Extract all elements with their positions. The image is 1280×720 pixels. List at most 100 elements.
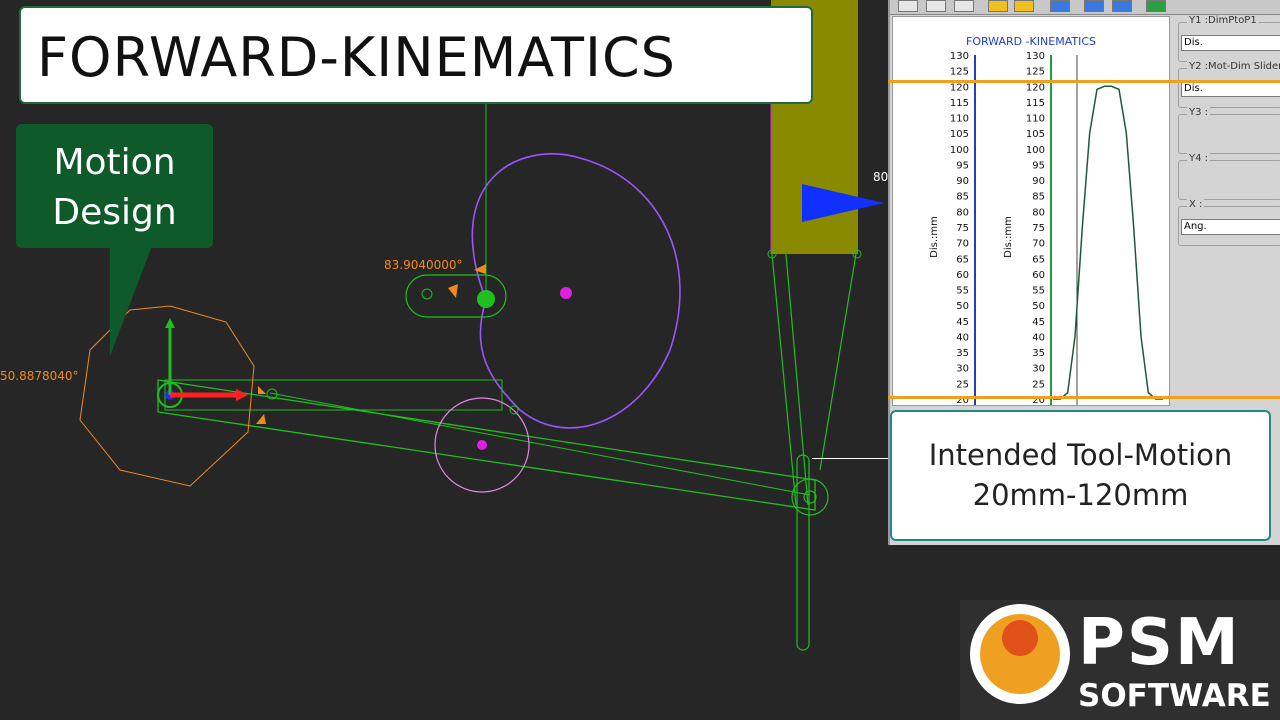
y-arrowhead-icon: [165, 318, 175, 328]
cam-center-icon: [560, 287, 572, 299]
slider-rod: [771, 253, 797, 506]
y-tick-label: 75: [956, 223, 969, 234]
graph-toolbar: [890, 0, 1280, 15]
y-tick-label: 110: [950, 114, 969, 125]
callout-line-2: Design: [52, 192, 177, 233]
follower-slot[interactable]: [405, 274, 507, 318]
y-tick-label: 100: [1026, 145, 1045, 156]
pivot-joint[interactable]: [791, 478, 829, 516]
field-y1: Y1 :DimPtoP1 Dis.: [1178, 15, 1280, 62]
y-tick-label: 20: [1032, 395, 1045, 405]
y-axis-label: Dis.:mm: [929, 216, 940, 258]
pivot-joint-inner: [803, 490, 817, 504]
callout-tail: [110, 246, 152, 356]
y-tick-label: 60: [956, 270, 969, 281]
y-tick-label: 120: [1026, 82, 1045, 93]
joint[interactable]: [767, 249, 777, 259]
y-tick-label: 100: [950, 145, 969, 156]
follower-roller[interactable]: [477, 290, 495, 308]
title-banner: FORWARD-KINEMATICS: [19, 6, 813, 104]
y-tick-label: 65: [956, 254, 969, 265]
joint[interactable]: [509, 405, 519, 415]
field-y2: Y2 :Mot-Dim Slider2 Dis.: [1178, 61, 1280, 108]
y-tick-label: 25: [956, 379, 969, 390]
upper-limit-line: [888, 80, 1280, 83]
y-tick-label: 130: [950, 51, 969, 62]
kinematics-chart[interactable]: FORWARD -KINEMATICS 130 130 125 125 120 120 115…: [892, 16, 1170, 406]
logo-sub: SOFTWARE: [1078, 678, 1271, 714]
angle-marker-icon: [448, 284, 458, 298]
y-tick-label: 115: [950, 98, 969, 109]
y-tick-label: 125: [950, 67, 969, 78]
intended-motion-callout: Intended Tool-Motion 20mm-120mm: [890, 410, 1271, 541]
psm-logo-icon: [970, 604, 1070, 704]
field-legend: Y4 :: [1187, 153, 1211, 164]
joint[interactable]: [266, 388, 278, 400]
y-tick-label: 95: [956, 160, 969, 171]
y-tick-label: 50: [1032, 301, 1045, 312]
angle-marker-icon: [256, 414, 266, 424]
arrow-left-icon[interactable]: [1084, 0, 1104, 12]
roller-center-icon: [477, 440, 487, 450]
series-line: [1053, 85, 1163, 400]
field-y4: Y4 :: [1178, 153, 1280, 200]
series-icon[interactable]: [954, 0, 974, 12]
logo-name: PSM: [1078, 606, 1241, 680]
y-tick-label: 85: [1032, 192, 1045, 203]
motion-design-callout: Motion Design: [16, 124, 213, 248]
chart-svg: FORWARD -KINEMATICS 130 130 125 125 120 120 115…: [929, 35, 1163, 405]
field-y3: Y3 :: [1178, 107, 1280, 154]
y-tick-label: 75: [1032, 223, 1045, 234]
x-arrowhead-icon: [236, 389, 248, 401]
intended-line-2: 20mm-120mm: [972, 478, 1189, 512]
y-tick-label: 65: [1032, 254, 1045, 265]
print-icon[interactable]: [926, 0, 946, 12]
y-tick-label: 95: [1032, 160, 1045, 171]
exit-icon[interactable]: [1146, 0, 1166, 12]
y-tick-label: 40: [956, 332, 969, 343]
slider-rod: [785, 253, 809, 506]
field-x: X : Ang.: [1178, 199, 1280, 246]
roller-circle[interactable]: [434, 397, 530, 493]
long-link[interactable]: [157, 379, 816, 511]
tool-pointer-icon: [802, 184, 884, 222]
field-legend: Y1 :DimPtoP1: [1187, 15, 1259, 26]
y-tick-label: 20: [956, 395, 969, 405]
field-x-input[interactable]: Ang.: [1181, 219, 1280, 235]
link-centerline: [269, 392, 811, 496]
y-tick-label: 60: [1032, 270, 1045, 281]
y-tick-label: 40: [1032, 332, 1045, 343]
field-legend: Y3 :: [1187, 107, 1211, 118]
y-tick-label: 30: [1032, 364, 1045, 375]
arrow-right-icon[interactable]: [1112, 0, 1132, 12]
field-y2-input[interactable]: Dis.: [1181, 81, 1280, 97]
cam-profile[interactable]: [471, 153, 681, 429]
psm-logo: PSM SOFTWARE: [960, 600, 1280, 720]
y-tick-label: 50: [956, 301, 969, 312]
y-tick-label: 70: [956, 239, 969, 250]
edge-label: 80: [873, 170, 889, 184]
y-tick-label: 115: [1026, 98, 1045, 109]
chart-title: FORWARD -KINEMATICS: [966, 35, 1096, 48]
joint[interactable]: [852, 249, 862, 259]
slider-rod: [819, 253, 857, 471]
y-tick-label: 130: [1026, 51, 1045, 62]
callout-line-1: Motion: [53, 142, 176, 183]
tool-rod[interactable]: [796, 454, 810, 651]
y-tick-label: 70: [1032, 239, 1045, 250]
y-tick-label: 105: [1026, 129, 1045, 140]
field-y1-input[interactable]: Dis.: [1181, 35, 1280, 51]
fit-icon[interactable]: [1050, 0, 1070, 12]
zoom-in-icon[interactable]: [988, 0, 1008, 12]
y-tick-label: 125: [1026, 67, 1045, 78]
zoom-out-icon[interactable]: [1014, 0, 1034, 12]
angle-label: 83.9040000°: [384, 258, 463, 272]
y-tick-label: 80: [1032, 207, 1045, 218]
joint[interactable]: [421, 288, 433, 300]
y-axis-label: Dis.:mm: [1003, 216, 1014, 258]
callout-text: Motion Design: [16, 138, 213, 238]
field-legend: Y2 :Mot-Dim Slider2: [1187, 61, 1280, 72]
angle-marker-icon: [258, 386, 266, 394]
window-icon[interactable]: [898, 0, 918, 12]
